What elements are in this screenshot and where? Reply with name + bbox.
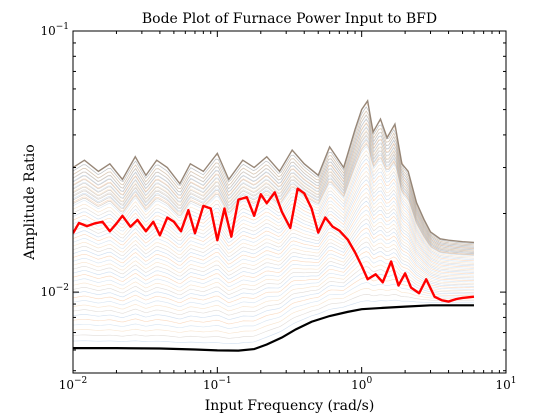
ensemble-line (73, 114, 474, 247)
ensemble-line (73, 251, 474, 303)
ensemble-line (73, 227, 474, 284)
ensemble-line (73, 218, 474, 279)
ensemble-line (73, 162, 474, 262)
ensemble-line (73, 282, 474, 329)
ensemble-line (73, 150, 474, 258)
ensemble-line (73, 236, 474, 292)
envelope-band-line (73, 110, 475, 246)
highlight-series-line (73, 187, 475, 303)
ensemble-line (73, 223, 474, 281)
ensemble-line (73, 122, 474, 249)
ensemble-line (73, 299, 474, 345)
ensemble-line (73, 294, 474, 339)
ensemble-line (73, 118, 474, 248)
ensemble-layer (73, 102, 475, 351)
upper-envelope-line (73, 99, 475, 244)
ensemble-line (73, 232, 474, 288)
x-axis-label: Input Frequency (rad/s) (205, 398, 375, 414)
ensemble-line (73, 305, 474, 351)
ensemble-line (73, 106, 474, 244)
ensemble-line (73, 192, 474, 271)
ensemble-line (73, 158, 474, 260)
ensemble-line (73, 214, 474, 277)
ensemble-line (73, 170, 474, 264)
ensemble-line (73, 187, 474, 269)
ensemble-line (73, 209, 474, 276)
ensemble-line (73, 200, 474, 273)
ensemble-line (73, 271, 474, 320)
baseline-series-line (73, 304, 474, 352)
series-layer (73, 99, 475, 352)
y-axis-label: Amplitude Ratio (22, 144, 38, 260)
ensemble-line (73, 175, 474, 265)
ensemble-line (73, 246, 474, 299)
ensemble-line (73, 196, 474, 272)
x-tick-label: 101 (495, 376, 516, 392)
ensemble-line (73, 183, 474, 268)
y-tick-label: 10−2 (40, 283, 69, 299)
ensemble-line (73, 179, 474, 267)
y-tick-label: 10−1 (40, 22, 69, 38)
ensemble-line (73, 241, 474, 296)
envelope-band-line (73, 127, 474, 251)
envelope-band-line (73, 106, 475, 245)
x-tick-label: 100 (351, 376, 372, 392)
x-tick-label: 10−1 (203, 376, 232, 392)
ensemble-line (73, 288, 474, 334)
ensemble-line (73, 146, 474, 257)
ensemble-line (73, 276, 474, 325)
chart-title: Bode Plot of Furnace Power Input to BFD (142, 11, 437, 27)
plot-frame (72, 30, 507, 374)
ensemble-line (73, 130, 474, 252)
ensemble-line (73, 205, 474, 275)
x-tick-label: 10−2 (59, 376, 88, 392)
envelope-band-line (73, 122, 474, 250)
ensemble-line (73, 154, 474, 259)
envelope-band-line (73, 114, 475, 247)
ensemble-line (73, 134, 474, 253)
envelope-band-line (73, 139, 474, 255)
envelope-band-line (73, 143, 474, 256)
ensemble-line (73, 142, 474, 255)
ensemble-line (73, 126, 474, 250)
envelope-band-line (73, 118, 474, 248)
envelope-band-line (73, 131, 474, 252)
ensemble-line (73, 110, 474, 246)
ensemble-line (73, 256, 474, 308)
ticks-layer: 10−2 10−1 100 101 10−2 10−1 (40, 22, 516, 392)
